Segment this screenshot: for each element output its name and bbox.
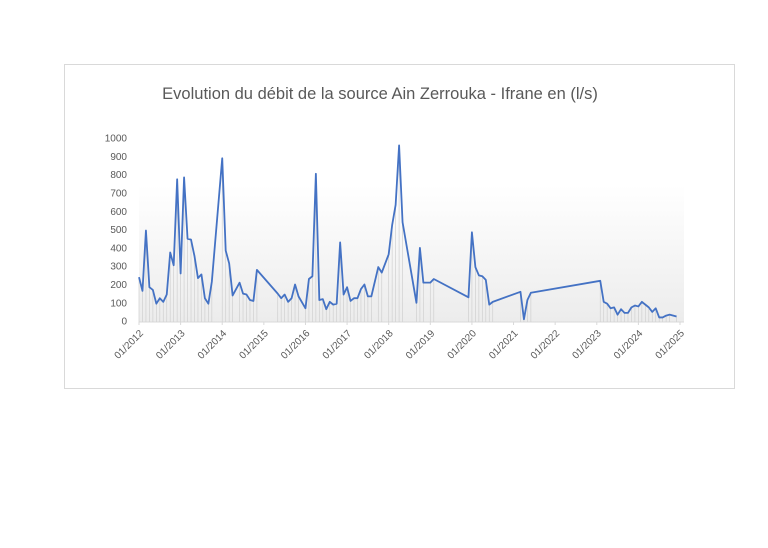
chart-title: Evolution du débit de la source Ain Zerr… bbox=[162, 85, 598, 103]
y-tick-label: 800 bbox=[110, 170, 127, 181]
y-tick-label: 600 bbox=[110, 207, 127, 218]
y-tick-label: 200 bbox=[110, 280, 127, 291]
y-tick-label: 1000 bbox=[105, 134, 128, 145]
y-tick-label: 0 bbox=[121, 317, 127, 328]
y-tick-label: 700 bbox=[110, 189, 127, 200]
data-line bbox=[138, 144, 677, 321]
plot-background bbox=[139, 185, 684, 322]
y-tick-label: 300 bbox=[110, 262, 127, 273]
y-tick-label: 400 bbox=[110, 243, 127, 254]
y-tick-label: 500 bbox=[110, 225, 127, 236]
y-tick-label: 900 bbox=[110, 152, 127, 163]
y-tick-label: 100 bbox=[110, 298, 127, 309]
